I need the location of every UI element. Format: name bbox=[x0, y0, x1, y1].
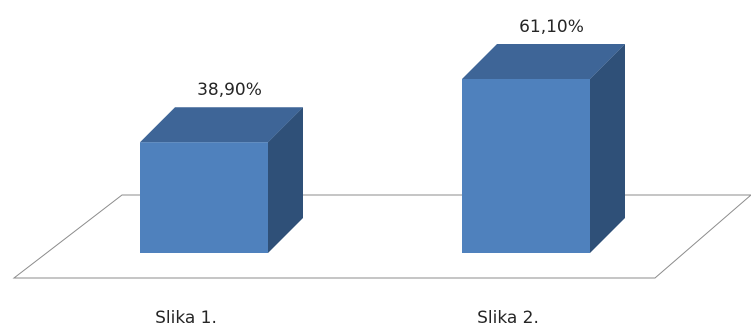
bar-2-top bbox=[462, 44, 625, 79]
bar-2-front bbox=[462, 79, 590, 253]
data-label-2: 61,10% bbox=[519, 17, 584, 37]
bar-1-side bbox=[268, 107, 303, 253]
bar-1-front bbox=[140, 142, 268, 253]
bars-group bbox=[140, 44, 625, 253]
bar-1-top bbox=[140, 107, 303, 143]
bar-2-side bbox=[590, 44, 625, 253]
category-label-2: Slika 2. bbox=[477, 308, 539, 328]
bar-2 bbox=[462, 44, 625, 253]
category-label-1: Slika 1. bbox=[155, 308, 217, 328]
chart-floor bbox=[12, 194, 751, 279]
data-label-1: 38,90% bbox=[197, 80, 262, 100]
bar-1 bbox=[140, 107, 303, 253]
labels-group: 38,90% Slika 1. 61,10% Slika 2. bbox=[155, 17, 584, 328]
